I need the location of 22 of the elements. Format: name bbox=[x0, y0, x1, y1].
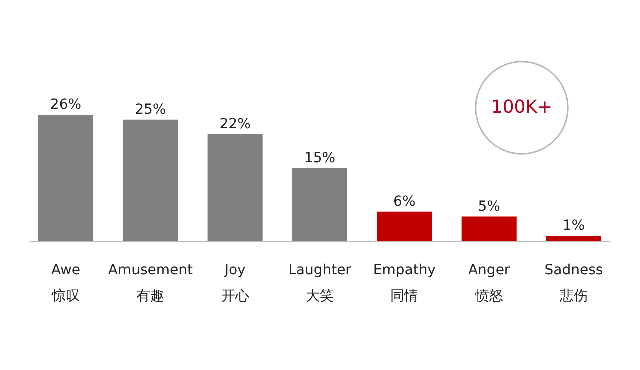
x-tick-label: Awe 惊叹 bbox=[50, 262, 81, 304]
data-label: 15% bbox=[304, 150, 336, 166]
bar bbox=[462, 216, 517, 241]
x-tick-label: Amusement 有趣 bbox=[108, 262, 194, 304]
bar bbox=[377, 212, 432, 241]
x-tick-label: Sadness 悲伤 bbox=[544, 262, 604, 304]
bar bbox=[208, 134, 263, 241]
bar bbox=[292, 168, 348, 241]
data-label: 6% bbox=[394, 194, 416, 210]
x-tick-label: Joy 开心 bbox=[221, 262, 250, 304]
x-tick-label: Laughter 大笑 bbox=[288, 262, 352, 304]
data-label: 22% bbox=[220, 116, 251, 132]
x-tick-label: Empathy 同情 bbox=[373, 262, 436, 304]
data-label: 1% bbox=[562, 218, 586, 234]
bar bbox=[123, 120, 178, 241]
annotation: 100K+ bbox=[491, 97, 553, 118]
data-label: 26% bbox=[50, 97, 82, 113]
bar bbox=[38, 115, 94, 241]
x-tick-label: Anger 愤怒 bbox=[468, 262, 510, 304]
data-label: 5% bbox=[478, 198, 500, 215]
bar bbox=[546, 236, 602, 241]
data-label: 25% bbox=[135, 102, 166, 118]
